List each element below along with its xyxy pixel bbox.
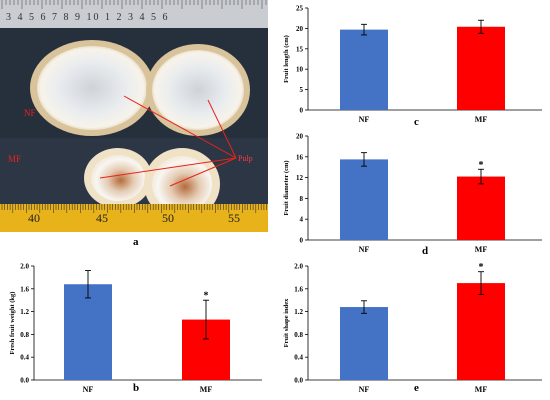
y-axis-label: Fresh fruit weight (kg) [9, 292, 16, 355]
bar-nf [64, 284, 112, 380]
y-tick-label: 10 [296, 66, 304, 74]
y-tick-label: 0.8 [20, 331, 29, 339]
chart-fruit-length: 0 5 10 15 20 25 Fruit length (cm) NF MF [283, 5, 542, 124]
chart-fruit-diameter: 0 4 8 12 16 20 Fruit diameter (cm) NF * MF [283, 133, 542, 254]
chart-fresh-fruit-weight: 0.0 0.4 0.8 1.2 1.6 2.0 Fresh fruit weight (kg… [9, 263, 262, 394]
mf-label: MF [8, 154, 21, 164]
bottom-ruler-digit-55: 55 [228, 211, 240, 225]
y-tick-label: 5 [300, 86, 304, 94]
bottom-ruler-digit-50: 50 [162, 211, 174, 225]
panel-label-c: c [414, 116, 419, 128]
coconut-photo: 3 4 5 6 7 8 9 10 1 2 3 4 5 6 40 45 50 55… [0, 0, 268, 232]
y-tick-label: 8 [300, 195, 304, 203]
chart-fruit-shape-index: 0.0 0.4 0.8 1.2 1.6 2.0 Fruit shape index NF * MF [283, 262, 542, 394]
y-tick-label: 1.2 [20, 308, 29, 316]
top-ruler-digits: 3 4 5 6 7 8 9 10 1 2 3 4 5 6 [6, 12, 170, 23]
panel-label-d: d [422, 245, 429, 257]
nf-label: NF [24, 108, 36, 118]
significance-marker: * [479, 160, 484, 171]
y-tick-label: 15 [296, 45, 304, 53]
y-tick-label: 0 [300, 107, 304, 115]
x-tick-label-mf: MF [475, 385, 488, 394]
y-axis-label: Fruit diameter (cm) [283, 160, 290, 215]
x-tick-label-mf: MF [200, 385, 213, 394]
bar-nf [340, 29, 388, 110]
y-tick-label: 0.4 [20, 354, 29, 362]
panel-label-b: b [133, 382, 140, 394]
y-axis-label: Fruit length (cm) [283, 35, 290, 83]
y-tick-label: 0.4 [294, 354, 303, 362]
x-tick-label-nf: NF [83, 385, 94, 394]
x-tick-label-mf: MF [475, 115, 488, 124]
significance-marker: * [479, 262, 484, 273]
bar-nf [340, 159, 388, 240]
y-tick-label: 4 [300, 216, 304, 224]
y-tick-label: 20 [296, 133, 304, 141]
y-tick-label: 0 [300, 237, 304, 245]
x-tick-label-mf: MF [475, 245, 488, 254]
bar-mf [457, 283, 505, 380]
x-tick-label-nf: NF [359, 385, 370, 394]
y-tick-label: 16 [296, 153, 304, 161]
y-tick-label: 0.0 [294, 377, 303, 385]
y-tick-label: 12 [296, 174, 304, 182]
y-tick-label: 1.2 [294, 308, 303, 316]
y-tick-label: 2.0 [294, 263, 303, 271]
y-tick-label: 0.0 [20, 377, 29, 385]
y-axis-label: Fruit shape index [283, 298, 290, 348]
significance-marker: * [204, 291, 209, 302]
y-tick-label: 25 [296, 5, 304, 13]
panel-label-e: e [414, 382, 419, 394]
bar-nf [340, 307, 388, 380]
y-tick-label: 1.6 [294, 285, 303, 293]
bar-mf [457, 176, 505, 240]
x-tick-label-nf: NF [359, 245, 370, 254]
bottom-ruler-digit-40: 40 [28, 211, 40, 225]
y-tick-label: 1.6 [20, 285, 29, 293]
pulp-label: Pulp [238, 154, 253, 163]
panel-label-a: a [133, 236, 139, 248]
bottom-ruler-digit-45: 45 [96, 211, 108, 225]
pulp-pointer-lines [99, 95, 237, 187]
y-tick-label: 20 [296, 25, 304, 33]
x-tick-label-nf: NF [359, 115, 370, 124]
bar-mf [457, 26, 505, 111]
y-tick-label: 2.0 [20, 263, 29, 271]
y-tick-label: 0.8 [294, 331, 303, 339]
